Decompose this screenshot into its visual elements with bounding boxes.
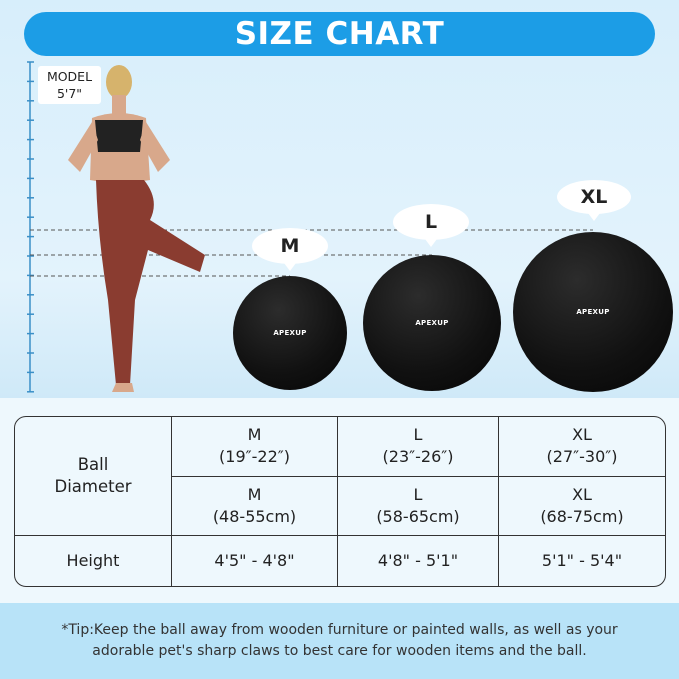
cell: 4'8" - 5'1" bbox=[338, 536, 499, 586]
model-height-label: MODEL 5'7" bbox=[38, 66, 101, 104]
cell: 4'5" - 4'8" bbox=[172, 536, 338, 586]
cell: 5'1" - 5'4" bbox=[541, 551, 623, 570]
model-label: MODEL bbox=[46, 69, 93, 84]
tip-line: *Tip:Keep the ball away from wooden furn… bbox=[61, 622, 618, 638]
model-height: 5'7" bbox=[56, 86, 83, 101]
ball-xl-image: APEXUP bbox=[513, 232, 673, 392]
size-bubble-l: L bbox=[393, 204, 469, 247]
table-row: Height 4'5" - 4'8" 4'8" - 5'1" 5'1" - 5'… bbox=[15, 536, 665, 586]
size-bubble-xl: XL bbox=[557, 180, 631, 221]
brand-logo: APEXUP bbox=[273, 329, 307, 337]
row-header-height: Height bbox=[15, 536, 172, 586]
tip-note: *Tip:Keep the ball away from wooden furn… bbox=[0, 603, 679, 679]
ball-l-image: APEXUP bbox=[363, 255, 501, 391]
size-label: M bbox=[280, 235, 300, 257]
ball-m-image: APEXUP bbox=[233, 276, 347, 390]
cell: L (23″-26″) bbox=[338, 417, 499, 477]
tip-line: adorable pet's sharp claws to best care … bbox=[92, 643, 587, 659]
cell: L (58-65cm) bbox=[338, 476, 499, 536]
table-row: M (48-55cm) L (58-65cm) XL (68-75cm) bbox=[15, 476, 665, 536]
size-table: Ball Diameter M (19″-22″) L (23″-26″) XL (2… bbox=[14, 416, 666, 587]
model-figure-image bbox=[68, 65, 205, 392]
table-row: Ball Diameter M (19″-22″) L (23″-26″) XL (2… bbox=[15, 417, 665, 536]
size-bubble-m: M bbox=[252, 228, 328, 271]
table-area bbox=[0, 398, 679, 603]
title: SIZE CHART bbox=[234, 16, 445, 52]
cell: M (19″-22″) bbox=[172, 417, 338, 477]
brand-logo: APEXUP bbox=[576, 308, 610, 316]
brand-logo: APEXUP bbox=[415, 319, 449, 327]
row-header-diameter: Ball Diameter bbox=[15, 417, 172, 536]
cell: XL (27″-30″) bbox=[499, 417, 665, 477]
cell: M (48-55cm) bbox=[172, 476, 338, 536]
height-ruler bbox=[27, 61, 593, 393]
title-banner: SIZE CHART bbox=[24, 12, 655, 56]
size-label: XL bbox=[580, 186, 608, 208]
size-label: L bbox=[424, 211, 438, 233]
cell: XL (68-75cm) bbox=[499, 477, 665, 536]
